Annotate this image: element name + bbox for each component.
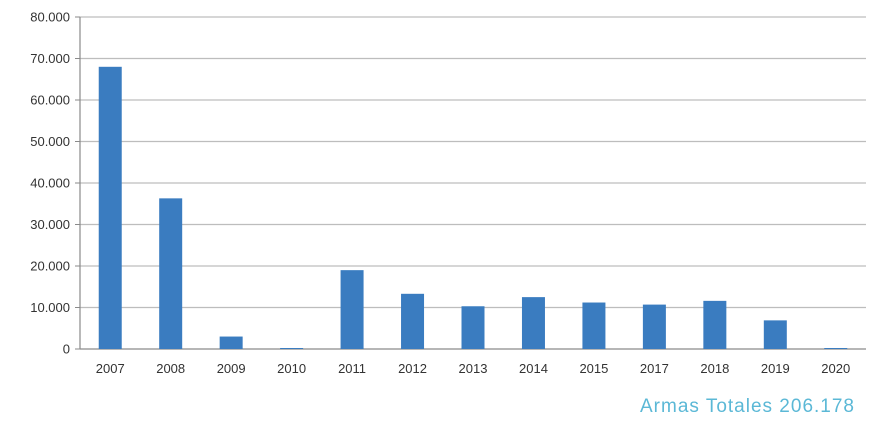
bar-2020 bbox=[824, 348, 848, 349]
gridlines bbox=[80, 16, 866, 309]
x-tick-label: 2020 bbox=[821, 361, 850, 376]
bar-2007 bbox=[98, 66, 122, 350]
x-tick-label: 2015 bbox=[579, 361, 608, 376]
bar-2009 bbox=[219, 336, 243, 349]
y-tick-label: 60.000 bbox=[30, 93, 70, 108]
y-tick-label: 40.000 bbox=[30, 176, 70, 191]
x-tick-label: 2017 bbox=[640, 361, 669, 376]
bar-2015 bbox=[582, 302, 606, 349]
bar-2017 bbox=[642, 304, 666, 349]
y-tick-label: 20.000 bbox=[30, 259, 70, 274]
x-tick-label: 2009 bbox=[217, 361, 246, 376]
y-tick-label: 0 bbox=[63, 342, 70, 357]
x-tick-label: 2019 bbox=[761, 361, 790, 376]
bar-2012 bbox=[401, 293, 425, 349]
y-tick-label: 80.000 bbox=[30, 10, 70, 25]
y-tick-labels: 0 10.000 20.000 30.000 40.000 50.000 60.000 70.… bbox=[30, 10, 70, 357]
x-tick-label: 2013 bbox=[459, 361, 488, 376]
bars bbox=[98, 66, 848, 350]
y-tick-label: 70.000 bbox=[30, 51, 70, 66]
bar-2013 bbox=[461, 306, 485, 349]
bar-2011 bbox=[340, 270, 364, 349]
bar-2010 bbox=[280, 348, 304, 349]
bar-2019 bbox=[763, 320, 787, 349]
x-tick-label: 2010 bbox=[277, 361, 306, 376]
bar-2018 bbox=[703, 300, 727, 349]
x-tick-label: 2008 bbox=[156, 361, 185, 376]
bar-2008 bbox=[159, 198, 183, 349]
y-tick-label: 30.000 bbox=[30, 217, 70, 232]
x-tick-label: 2007 bbox=[96, 361, 125, 376]
x-tick-label: 2014 bbox=[519, 361, 548, 376]
bar-2014 bbox=[521, 297, 545, 349]
x-tick-label: 2018 bbox=[700, 361, 729, 376]
x-tick-label: 2011 bbox=[338, 361, 366, 376]
y-tick-label: 50.000 bbox=[30, 134, 70, 149]
y-tick-label: 10.000 bbox=[30, 300, 70, 315]
x-tick-labels: 2007 2008 2009 2010 2011 2012 2013 2014 2015 2017… bbox=[96, 361, 850, 376]
total-weapons-label: Armas Totales 206.178 bbox=[640, 396, 855, 417]
x-tick-label: 2012 bbox=[398, 361, 427, 376]
